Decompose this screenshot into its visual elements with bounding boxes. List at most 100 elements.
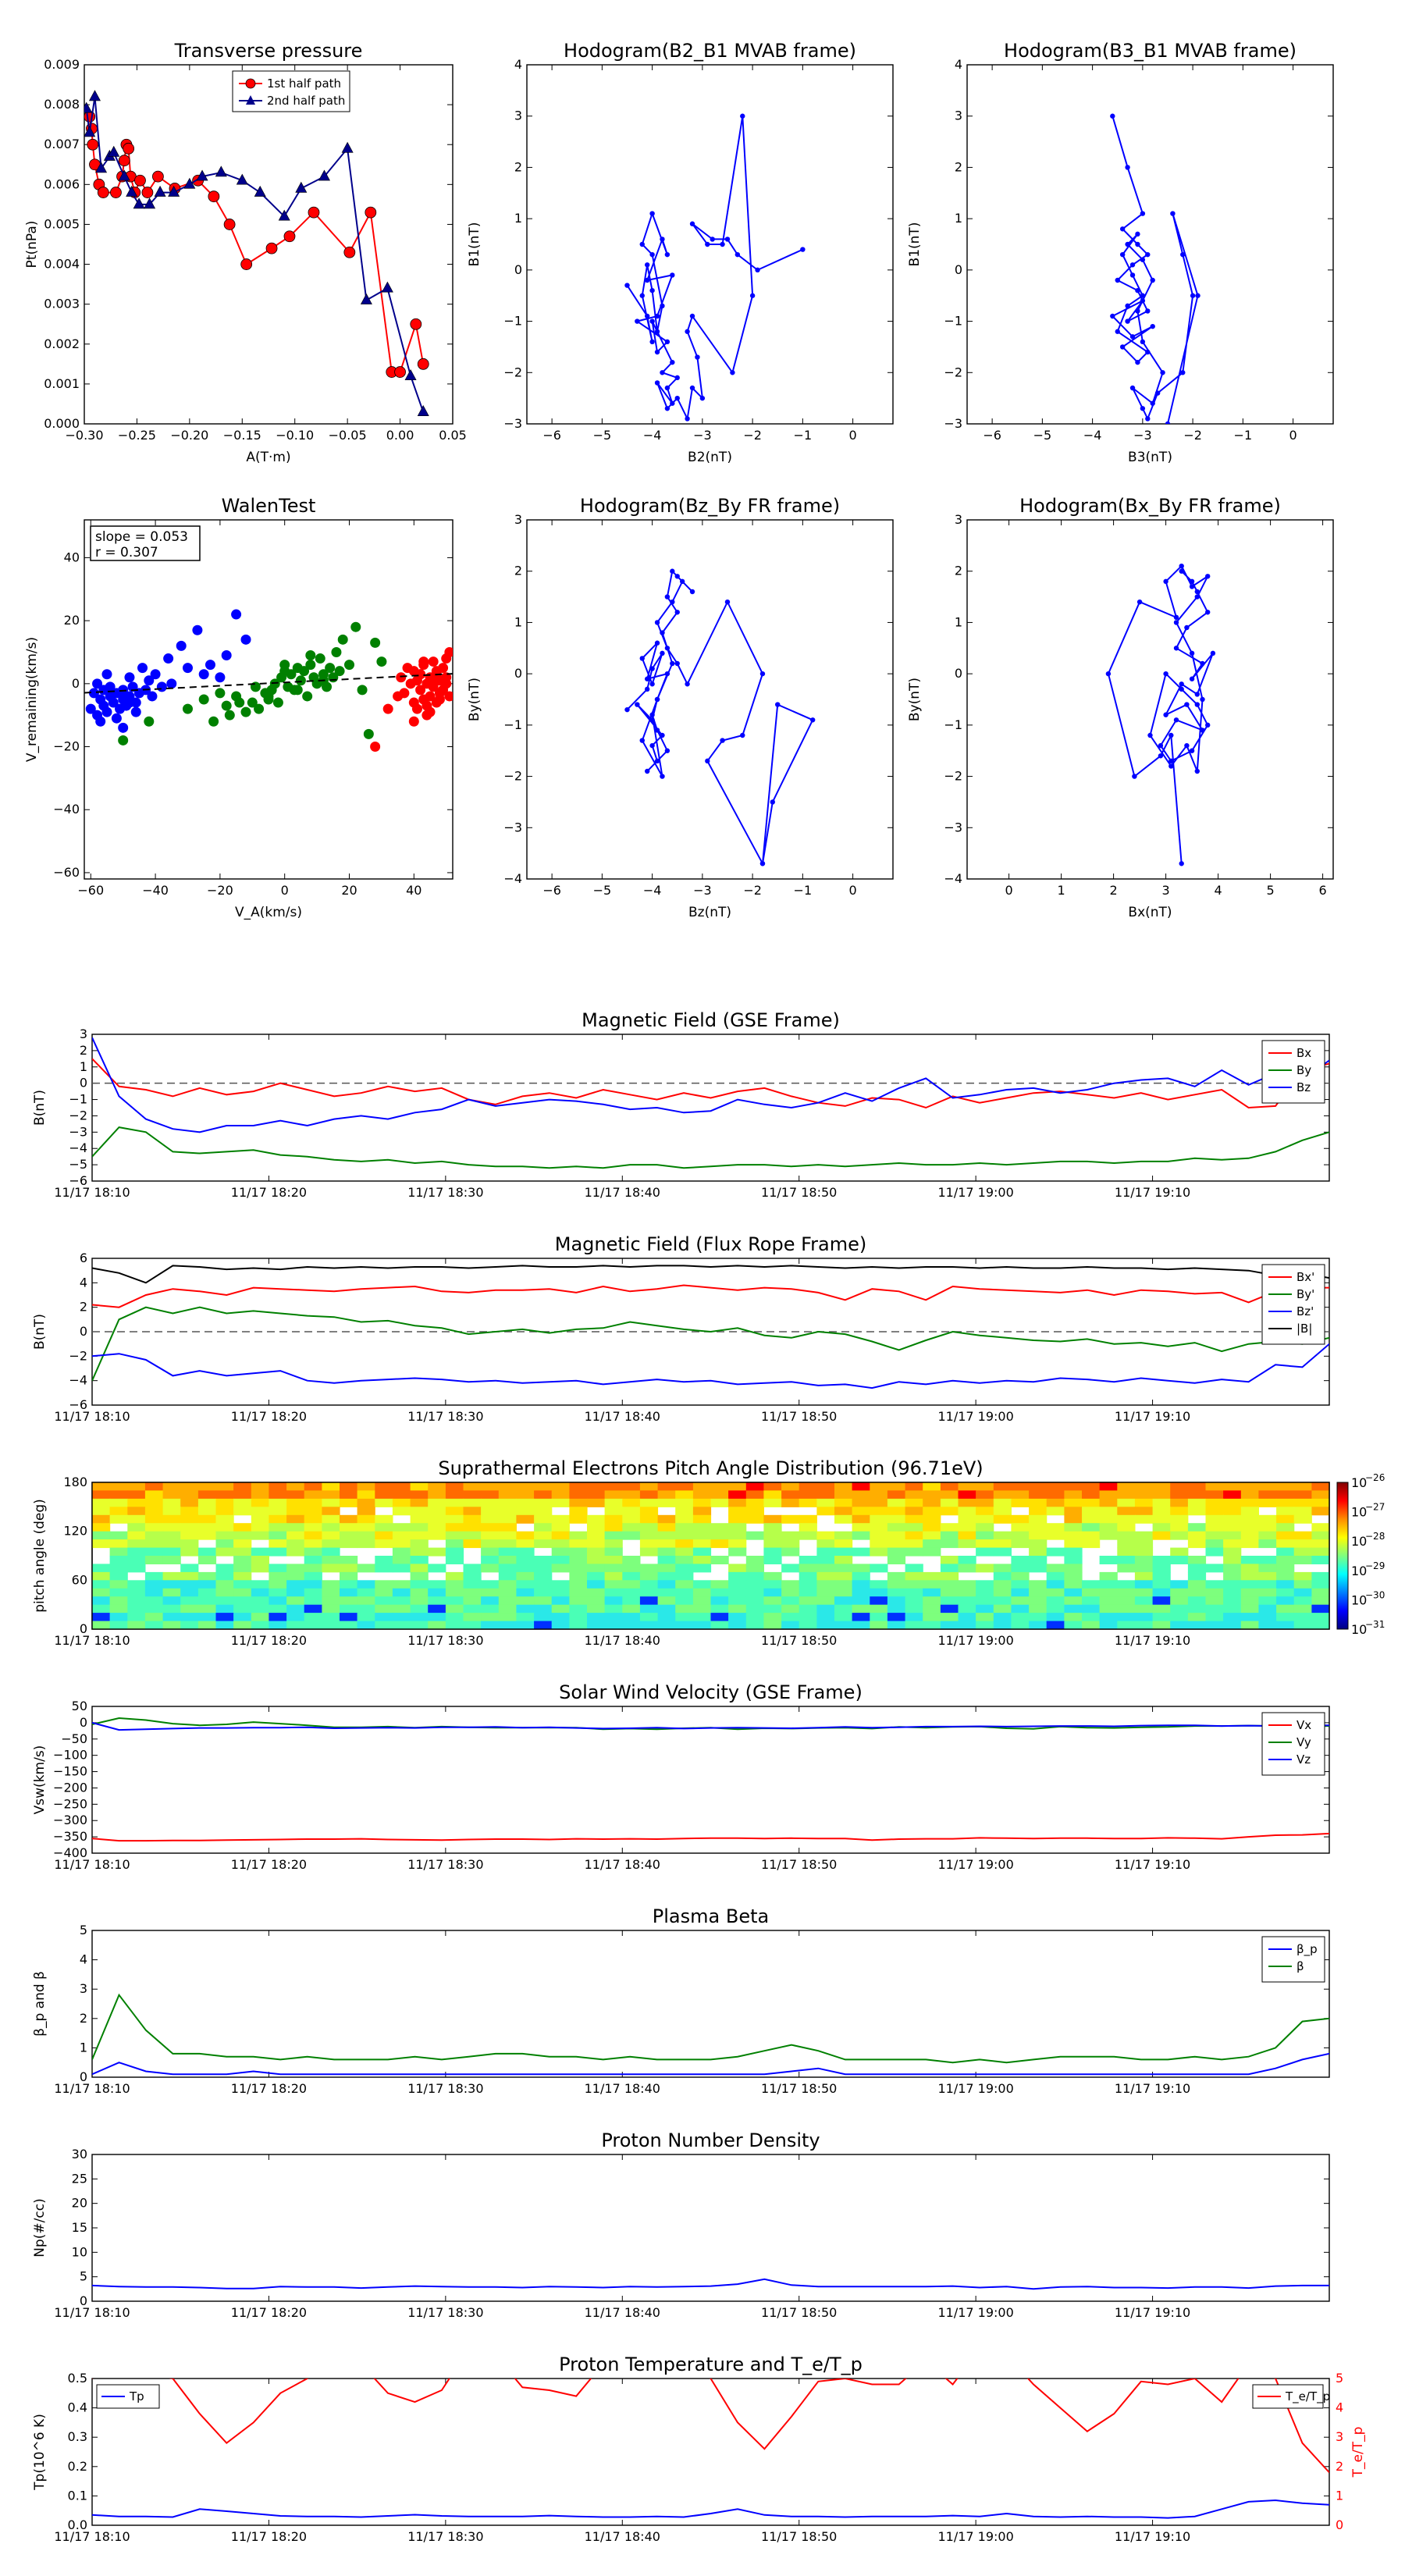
heatmap-cell — [1240, 1531, 1259, 1540]
heatmap-cell — [1099, 1613, 1118, 1622]
heatmap-cell — [233, 1571, 252, 1581]
y-axis-label: B1(nT) — [907, 222, 923, 267]
heatmap-cell — [357, 1523, 375, 1532]
heatmap-cell — [1134, 1613, 1154, 1622]
heatmap-cell — [162, 1539, 181, 1549]
chart-title: Proton Number Density — [601, 2129, 820, 2151]
data-point — [1150, 277, 1155, 283]
heatmap-cell — [745, 1507, 764, 1516]
heatmap-cell — [692, 1556, 712, 1564]
heatmap-cell — [180, 1507, 199, 1516]
x-tick-label: 11/17 19:10 — [1115, 1185, 1190, 1200]
heatmap-cell — [428, 1498, 446, 1507]
heatmap-cell — [1293, 1498, 1312, 1507]
x-tick-label: 11/17 18:20 — [231, 2529, 307, 2544]
data-point — [654, 380, 660, 386]
heatmap-cell — [410, 1588, 429, 1597]
heatmap-cell — [816, 1490, 835, 1500]
heatmap-cell — [1134, 1498, 1154, 1507]
heatmap-cell — [251, 1556, 269, 1564]
heatmap-cell — [622, 1556, 641, 1564]
heatmap-cell — [958, 1604, 976, 1614]
heatmap-cell — [1029, 1588, 1048, 1597]
y-tick-label: −3 — [69, 1124, 87, 1139]
heatmap-cell — [1134, 1490, 1154, 1500]
data-point — [110, 187, 122, 198]
heatmap-cell — [993, 1482, 1012, 1491]
heatmap-cell — [834, 1564, 853, 1573]
heatmap-cell — [215, 1490, 234, 1500]
x-tick-label: −2 — [743, 883, 762, 898]
heatmap-cell — [392, 1580, 411, 1589]
heatmap-cell — [799, 1531, 817, 1540]
heatmap-cell — [781, 1490, 800, 1500]
x-tick-label: −0.30 — [65, 428, 103, 443]
heatmap-cell — [1187, 1507, 1207, 1516]
data-point — [1129, 272, 1136, 278]
heatmap-cell — [1082, 1507, 1101, 1516]
heatmap-cell — [1205, 1539, 1224, 1549]
heatmap-cell — [675, 1588, 694, 1597]
heatmap-cell — [498, 1531, 517, 1540]
heatmap-cell — [816, 1482, 835, 1491]
data-point — [639, 656, 645, 661]
x-tick-label: 11/17 18:20 — [231, 1409, 307, 1424]
heatmap-cell — [463, 1613, 482, 1622]
chart-title: Transverse pressure — [174, 40, 363, 62]
x-tick-label: 11/17 19:10 — [1115, 1409, 1190, 1424]
heatmap-cell — [1187, 1596, 1207, 1606]
x-tick-label: −3 — [693, 428, 712, 443]
heatmap-cell — [144, 1613, 164, 1622]
heatmap-cell — [1293, 1604, 1312, 1614]
heatmap-cell — [781, 1596, 800, 1606]
x-tick-label: 11/17 18:30 — [407, 2529, 483, 2544]
data-point — [118, 155, 130, 167]
heatmap-cell — [1311, 1498, 1329, 1507]
heatmap-cell — [1240, 1556, 1259, 1564]
heatmap-cell — [304, 1564, 322, 1573]
heatmap-cell — [710, 1604, 729, 1614]
heatmap-cell — [923, 1621, 941, 1629]
heatmap-cell — [993, 1588, 1012, 1597]
x-tick-label: 11/17 18:30 — [407, 1185, 483, 1200]
heatmap-cell — [1117, 1547, 1136, 1557]
data-point — [644, 676, 650, 681]
data-point — [1140, 406, 1146, 411]
heatmap-cell — [1134, 1531, 1154, 1540]
data-point — [124, 697, 135, 708]
heatmap-cell — [127, 1482, 146, 1491]
annotation-slope: slope = 0.053 — [95, 529, 188, 545]
heatmap-cell — [1082, 1621, 1101, 1629]
heatmap-cell — [197, 1621, 217, 1629]
y-tick-label: 5 — [80, 1923, 87, 1937]
heatmap-cell — [604, 1482, 623, 1491]
heatmap-cell — [834, 1596, 853, 1606]
heatmap-cell — [834, 1507, 853, 1516]
heatmap-cell — [745, 1613, 764, 1622]
heatmap-cell — [657, 1539, 676, 1549]
heatmap-cell — [1082, 1580, 1101, 1589]
heatmap-cell — [445, 1482, 464, 1491]
heatmap-cell — [852, 1588, 870, 1597]
heatmap-cell — [1276, 1580, 1295, 1589]
heatmap-cell — [799, 1588, 817, 1597]
y-tick-label: 0.3 — [68, 2429, 87, 2444]
heatmap-cell — [923, 1539, 941, 1549]
heatmap-cell — [1046, 1531, 1065, 1540]
heatmap-cell — [197, 1507, 217, 1516]
heatmap-cell — [1187, 1588, 1207, 1597]
data-point — [1132, 774, 1137, 779]
heatmap-cell — [1152, 1604, 1171, 1614]
heatmap-cell — [675, 1539, 694, 1549]
heatmap-cell — [1170, 1547, 1189, 1557]
y-axis-label: B1(nT) — [467, 222, 482, 267]
heatmap-cell — [1152, 1571, 1171, 1581]
heatmap-cell — [1117, 1613, 1136, 1622]
heatmap-cell — [870, 1539, 888, 1549]
heatmap-cell — [905, 1514, 923, 1524]
heatmap-cell — [340, 1580, 358, 1589]
heatmap-cell — [1011, 1539, 1030, 1549]
heatmap-cell — [1011, 1556, 1030, 1564]
heatmap-cell — [905, 1596, 923, 1606]
